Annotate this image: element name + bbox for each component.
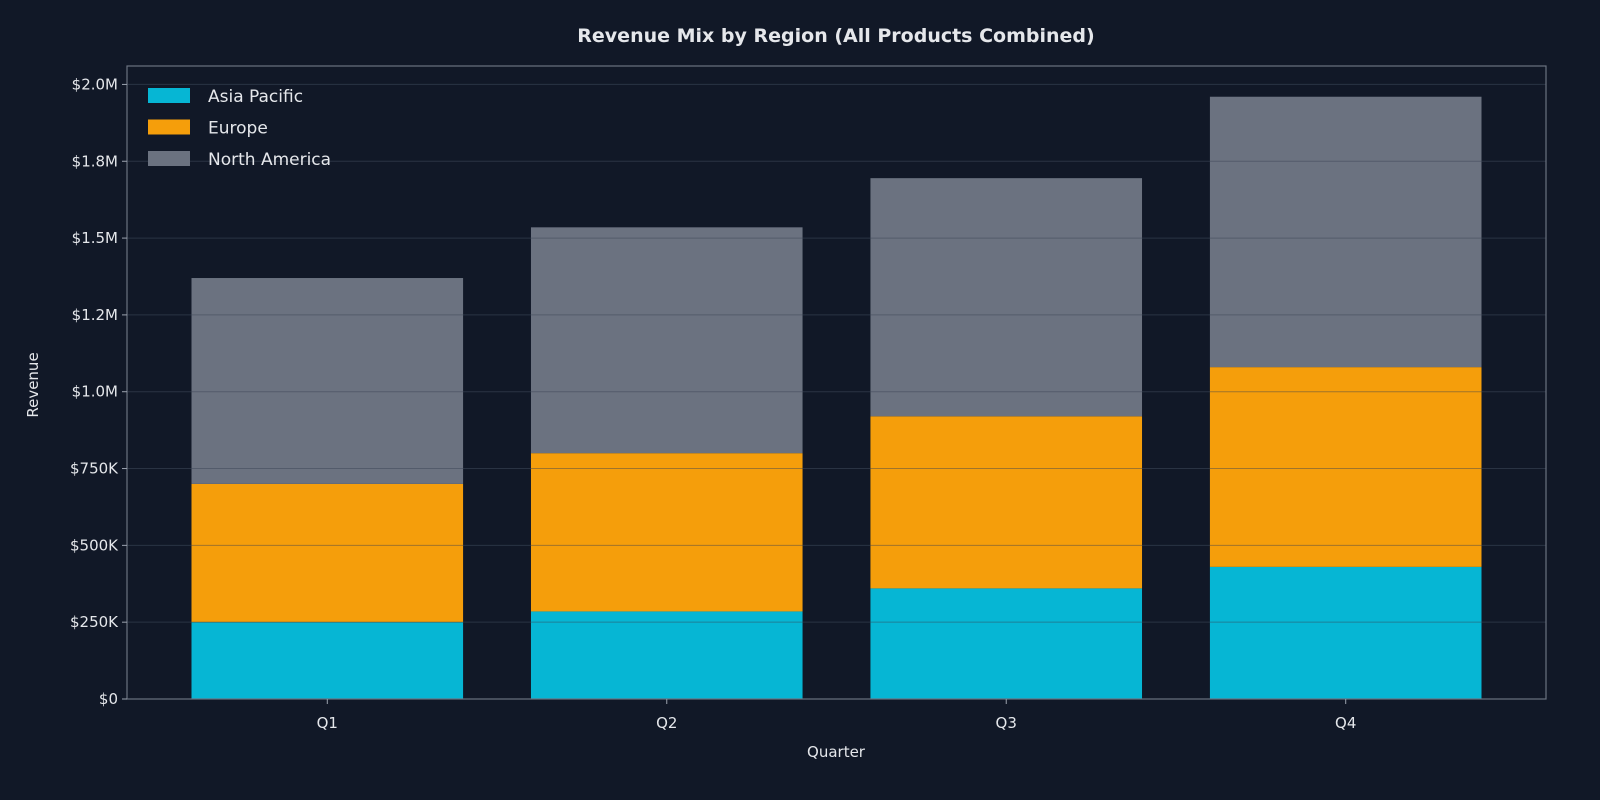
legend-label: Europe — [208, 119, 268, 139]
bars — [127, 83, 1546, 700]
bar-north-america-q4 — [1209, 96, 1482, 368]
legend: Asia Pacific Europe North America — [148, 87, 331, 170]
y-tick-label: $1.0M — [72, 383, 118, 401]
x-tick-label: Q4 — [1335, 714, 1356, 732]
bar-europe-q4 — [1209, 367, 1482, 567]
bar-north-america-q2 — [530, 227, 803, 454]
bar-asia-pacific-q1 — [191, 622, 464, 699]
y-tick-label: $250K — [70, 613, 119, 631]
legend-swatch — [148, 119, 190, 135]
legend-label: North America — [208, 150, 331, 170]
bar-europe-q3 — [870, 416, 1143, 589]
bar-north-america-q3 — [870, 178, 1143, 417]
plot-frame — [126, 65, 1547, 700]
y-tick-label: $2.0M — [72, 75, 118, 93]
y-tick-label: $500K — [70, 536, 119, 554]
x-tick-label: Q3 — [996, 714, 1017, 732]
legend-swatch — [148, 88, 190, 103]
x-axis-label: Quarter — [807, 743, 866, 761]
bar-asia-pacific-q3 — [870, 588, 1143, 699]
y-axis-label: Revenue — [24, 352, 42, 417]
bar-asia-pacific-q2 — [530, 611, 803, 699]
y-axis: $0 $250K $500K $750K $1.0M $1.2M $1.5M $1.8M $2.… — [70, 75, 127, 708]
x-tick-label: Q1 — [317, 714, 338, 732]
legend-swatch — [148, 151, 190, 166]
y-tick-label: $1.5M — [72, 229, 118, 247]
y-tick-label: $750K — [70, 460, 119, 478]
bar-europe-q1 — [191, 483, 464, 623]
legend-label: Asia Pacific — [208, 87, 303, 107]
chart-title: Revenue Mix by Region (All Products Comb… — [577, 25, 1094, 47]
x-tick-label: Q2 — [656, 714, 677, 732]
y-tick-label: $1.8M — [72, 152, 118, 170]
x-axis: Q1 Q2 Q3 Q4 — [317, 699, 1356, 732]
y-tick-label: $0 — [99, 690, 118, 708]
bar-europe-q2 — [530, 453, 803, 612]
y-tick-label: $1.2M — [72, 306, 118, 324]
bar-asia-pacific-q4 — [1209, 566, 1482, 699]
bar-north-america-q1 — [191, 278, 464, 484]
